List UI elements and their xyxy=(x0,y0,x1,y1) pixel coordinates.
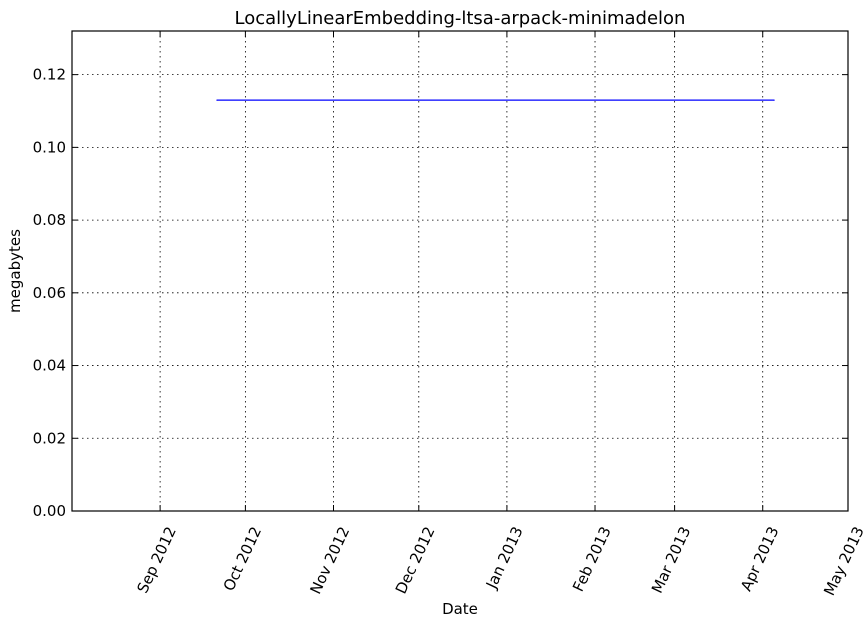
x-axis-label: Date xyxy=(442,600,478,618)
y-tick-label: 0.02 xyxy=(33,429,66,447)
y-tick-label: 0.00 xyxy=(33,502,66,520)
y-axis-label: megabytes xyxy=(6,229,24,313)
y-tick-label: 0.08 xyxy=(33,211,66,229)
series-point xyxy=(216,99,218,101)
y-tick-label: 0.12 xyxy=(33,66,66,84)
chart-title: LocallyLinearEmbedding-ltsa-arpack-minim… xyxy=(235,8,686,29)
y-tick-label: 0.10 xyxy=(33,138,66,156)
y-tick-label: 0.06 xyxy=(33,284,66,302)
y-tick-label: 0.04 xyxy=(33,357,66,375)
series-layer xyxy=(216,99,775,101)
series-point xyxy=(773,99,775,101)
plot-frame xyxy=(71,30,849,512)
